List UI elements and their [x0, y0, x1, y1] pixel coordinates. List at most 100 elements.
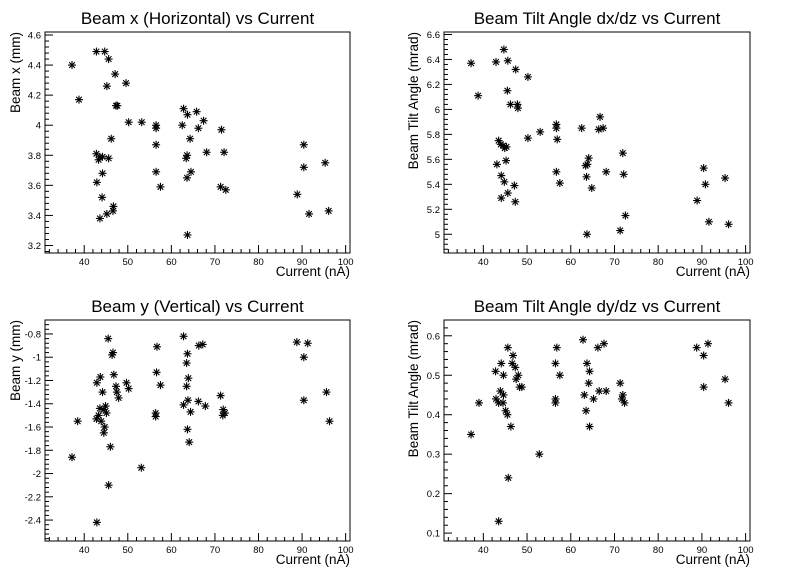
x-tick-label: 60	[166, 257, 177, 268]
data-point	[497, 171, 506, 180]
data-point	[186, 407, 195, 416]
data-point	[322, 388, 331, 397]
data-point	[292, 338, 301, 347]
data-point	[585, 422, 594, 431]
data-point	[324, 206, 333, 215]
data-point	[218, 411, 227, 420]
x-tick-label: 100	[738, 545, 754, 556]
chart-title: Beam y (Vertical) vs Current	[91, 297, 304, 316]
data-point	[104, 55, 113, 64]
data-point	[199, 116, 208, 125]
data-point	[325, 417, 334, 426]
y-axis-label: Beam x (mm)	[8, 32, 23, 113]
data-point	[499, 371, 508, 380]
x-tick-label: 40	[478, 257, 489, 268]
x-tick-label: 80	[653, 545, 664, 556]
data-point	[551, 359, 560, 368]
data-point	[582, 359, 591, 368]
data-point	[92, 178, 101, 187]
plot-frame	[443, 31, 751, 254]
x-tick-label: 90	[297, 257, 308, 268]
data-point	[620, 398, 629, 407]
data-point	[513, 104, 522, 113]
x-tick-label: 90	[697, 257, 708, 268]
data-point	[156, 182, 165, 191]
data-point	[112, 382, 121, 391]
x-tick-label: 70	[609, 545, 620, 556]
data-point	[137, 463, 146, 472]
y-tick-label: 0.6	[427, 331, 440, 342]
data-point	[491, 367, 500, 376]
data-point	[100, 423, 109, 432]
data-point	[156, 381, 165, 390]
data-point	[704, 339, 713, 348]
chart-panel-3: Beam y (Vertical) vs Current 40 50 60 70 80 90…	[8, 297, 354, 567]
data-point	[74, 95, 83, 104]
data-point	[506, 422, 515, 431]
y-tick-label: -2	[33, 469, 41, 480]
data-point	[299, 353, 308, 362]
x-tick-label: 100	[738, 257, 754, 268]
y-tick-label: 6.6	[427, 30, 440, 41]
x-tick-label: 40	[79, 257, 90, 268]
data-point	[97, 417, 106, 426]
data-point	[699, 383, 708, 392]
x-tick-label: 50	[522, 545, 533, 556]
x-axis-label: Current (nA)	[276, 264, 350, 279]
data-point	[114, 393, 123, 402]
y-tick-label: 6	[435, 105, 440, 116]
data-point	[183, 110, 192, 119]
chart-title: Beam Tilt Angle dy/dz vs Current	[474, 297, 721, 316]
data-point	[502, 156, 511, 165]
data-point	[510, 181, 519, 190]
data-point	[577, 124, 586, 133]
data-point	[98, 388, 107, 397]
data-point	[198, 340, 207, 349]
y-tick-label: 0.1	[427, 529, 440, 540]
data-point	[580, 390, 589, 399]
data-point	[555, 179, 564, 188]
y-tick-label: 4.4	[28, 61, 41, 72]
data-point	[73, 417, 82, 426]
data-point	[535, 450, 544, 459]
data-point	[186, 134, 195, 143]
data-point	[503, 189, 512, 198]
data-point	[602, 387, 611, 396]
data-point	[496, 387, 505, 396]
data-point	[704, 217, 713, 226]
data-point	[593, 343, 602, 352]
data-point	[523, 134, 532, 143]
data-point	[494, 517, 503, 526]
x-tick-label: 70	[210, 545, 221, 556]
data-point	[701, 180, 710, 189]
data-point	[184, 374, 193, 383]
data-point	[499, 398, 508, 407]
data-point	[186, 167, 195, 176]
data-point	[699, 164, 708, 173]
data-point	[511, 65, 520, 74]
y-tick-label: 5.4	[427, 180, 440, 191]
data-point	[137, 118, 146, 127]
y-tick-label: 5.6	[427, 155, 440, 166]
data-point	[202, 148, 211, 157]
data-point	[502, 142, 511, 151]
y-tick-label: 5.8	[427, 130, 440, 141]
data-point	[108, 348, 117, 357]
data-point	[182, 154, 191, 163]
data-point	[552, 343, 561, 352]
data-point	[599, 124, 608, 133]
data-point	[182, 382, 191, 391]
data-point	[582, 406, 591, 415]
chart-title: Beam x (Horizontal) vs Current	[81, 9, 315, 28]
x-axis-label: Current (nA)	[276, 552, 350, 567]
data-point	[102, 209, 111, 218]
data-point	[98, 169, 107, 178]
x-tick-label: 40	[478, 545, 489, 556]
data-point	[504, 473, 513, 482]
y-axis-label: Beam y (mm)	[8, 320, 23, 401]
chart-panel-4: Beam Tilt Angle dy/dz vs Current 40 50 60 70…	[406, 297, 754, 567]
x-tick-label: 80	[253, 545, 264, 556]
y-tick-label: 0.3	[427, 450, 440, 461]
x-tick-label: 90	[697, 545, 708, 556]
